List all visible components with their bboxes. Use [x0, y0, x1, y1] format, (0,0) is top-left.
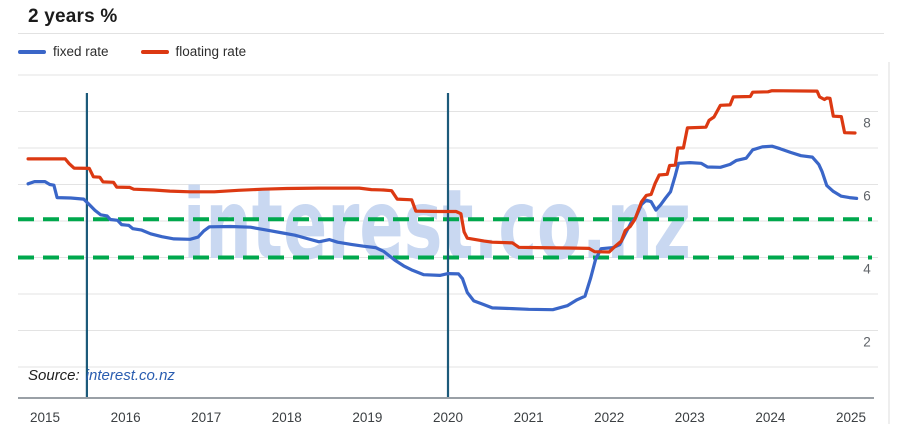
- svg-text:8: 8: [863, 116, 871, 131]
- source-attribution: Source: interest.co.nz: [28, 367, 175, 384]
- series-floating-rate-line[interactable]: [26, 89, 857, 254]
- source-link[interactable]: interest.co.nz: [85, 367, 175, 384]
- svg-text:2023: 2023: [675, 410, 705, 425]
- watermark-text: interest.co.nz: [183, 169, 691, 281]
- svg-text:2019: 2019: [352, 410, 382, 425]
- svg-text:2018: 2018: [272, 410, 302, 425]
- svg-text:2017: 2017: [191, 410, 221, 425]
- source-label: Source:: [28, 367, 80, 384]
- legend-label: fixed rate: [53, 44, 109, 59]
- chart-legend: fixed rate floating rate: [18, 44, 246, 59]
- legend-item-floating-rate[interactable]: floating rate: [140, 44, 247, 59]
- svg-text:2024: 2024: [755, 410, 786, 425]
- svg-text:2021: 2021: [514, 410, 544, 425]
- svg-text:4: 4: [863, 262, 871, 277]
- svg-text:2016: 2016: [111, 410, 141, 425]
- page-title: 2 years %: [28, 6, 118, 27]
- svg-text:6: 6: [863, 189, 871, 204]
- svg-text:2015: 2015: [30, 410, 60, 425]
- series-fixed-rate-line[interactable]: [26, 144, 859, 312]
- reference-lines: [18, 217, 872, 260]
- y-axis-labels: 8 6 4 2: [863, 116, 871, 350]
- legend-label: floating rate: [175, 44, 247, 59]
- floating-rate-swatch-icon: [140, 49, 169, 54]
- svg-text:2: 2: [863, 335, 871, 350]
- svg-text:2025: 2025: [836, 410, 866, 425]
- svg-text:2020: 2020: [433, 410, 463, 425]
- vertical-markers: [85, 93, 450, 398]
- fixed-rate-swatch-icon: [18, 49, 46, 54]
- title-divider: [18, 33, 884, 34]
- x-axis-labels: 2015 2016 2017 2018 2019 2020 2021 2022 2023 2024…: [30, 410, 866, 425]
- svg-text:2022: 2022: [594, 410, 624, 425]
- legend-item-fixed-rate[interactable]: fixed rate: [18, 44, 109, 59]
